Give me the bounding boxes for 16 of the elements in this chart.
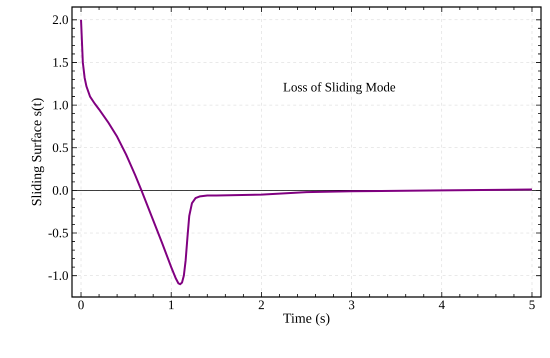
x-tick-label: 5 [530, 300, 535, 310]
y-tick-label: 1.5 [53, 58, 68, 67]
y-tick-label: 1.0 [53, 100, 68, 110]
x-tick-label: 0 [78, 300, 84, 310]
y-tick-label: -1.0 [48, 271, 68, 280]
x-tick-label: 3 [348, 300, 354, 310]
y-axis-title: Sliding Surface s(t) [31, 98, 44, 206]
x-axis-title: Time (s) [283, 313, 330, 326]
y-tick-label: 2.0 [52, 15, 68, 24]
annotation: Loss of Sliding Mode [283, 82, 396, 94]
x-tick-label: 4 [438, 300, 445, 310]
y-tick-label: 0.5 [52, 143, 68, 152]
y-tick-label: 0.0 [52, 186, 68, 195]
x-tick-label: 2 [258, 300, 264, 310]
x-tick-label: 1 [169, 300, 174, 310]
y-tick-label: -0.5 [48, 228, 68, 238]
